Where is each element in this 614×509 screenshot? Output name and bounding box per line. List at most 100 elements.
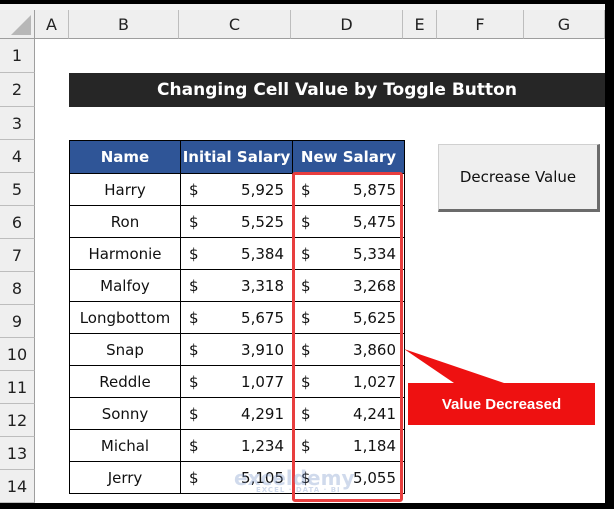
row-header-10[interactable]: 10 (0, 338, 35, 371)
header-name[interactable]: Name (69, 140, 181, 174)
row-header-4[interactable]: 4 (0, 140, 35, 173)
new-salary-value: 5,475 (353, 212, 396, 231)
new-salary-cell[interactable]: $5,055 (292, 461, 405, 494)
row-header-8[interactable]: 8 (0, 272, 35, 305)
new-salary-cell[interactable]: $5,875 (292, 173, 405, 206)
row-header-12[interactable]: 12 (0, 404, 35, 437)
row-header-9[interactable]: 9 (0, 305, 35, 338)
name-cell[interactable]: Malfoy (69, 269, 181, 302)
name-cell[interactable]: Snap (69, 333, 181, 366)
row-header-7[interactable]: 7 (0, 239, 35, 272)
currency-symbol: $ (189, 436, 199, 455)
initial-salary-cell[interactable]: $1,077 (180, 365, 293, 398)
currency-symbol: $ (301, 340, 311, 359)
header-initial-salary[interactable]: Initial Salary (180, 140, 293, 174)
column-header-e[interactable]: E (403, 10, 437, 39)
row-header-14[interactable]: 14 (0, 470, 35, 503)
row-header-6[interactable]: 6 (0, 206, 35, 239)
table-row: Harmonie $5,384 $5,334 (69, 237, 405, 270)
row-header-2[interactable]: 2 (0, 73, 35, 107)
column-header-a[interactable]: A (35, 10, 69, 39)
row-header-5[interactable]: 5 (0, 173, 35, 206)
row-header-11[interactable]: 11 (0, 371, 35, 404)
new-salary-value: 1,184 (353, 436, 396, 455)
new-salary-value: 5,334 (353, 244, 396, 263)
currency-symbol: $ (301, 468, 311, 487)
currency-symbol: $ (301, 372, 311, 391)
new-salary-value: 4,241 (353, 404, 396, 423)
new-salary-cell[interactable]: $5,625 (292, 301, 405, 334)
table-row: Jerry $5,105 $5,055 (69, 461, 405, 494)
new-salary-value: 1,027 (353, 372, 396, 391)
currency-symbol: $ (189, 308, 199, 327)
initial-salary-cell[interactable]: $1,234 (180, 429, 293, 462)
page-title: Changing Cell Value by Toggle Button (69, 73, 605, 107)
currency-symbol: $ (189, 276, 199, 295)
table-header-row: Name Initial Salary New Salary (69, 140, 405, 174)
currency-symbol: $ (301, 276, 311, 295)
currency-symbol: $ (189, 244, 199, 263)
spreadsheet: A B C D E F G 1 2 3 4 5 6 7 8 9 10 11 12… (0, 4, 605, 503)
initial-salary-value: 3,910 (241, 340, 284, 359)
name-cell[interactable]: Harmonie (69, 237, 181, 270)
new-salary-value: 5,875 (353, 180, 396, 199)
initial-salary-value: 3,318 (241, 276, 284, 295)
initial-salary-value: 5,384 (241, 244, 284, 263)
new-salary-cell[interactable]: $1,027 (292, 365, 405, 398)
header-new-salary[interactable]: New Salary (292, 140, 405, 174)
column-header-g[interactable]: G (524, 10, 605, 39)
row-header-1[interactable]: 1 (0, 39, 35, 73)
initial-salary-value: 5,525 (241, 212, 284, 231)
new-salary-cell[interactable]: $3,860 (292, 333, 405, 366)
name-cell[interactable]: Harry (69, 173, 181, 206)
table-row: Michal $1,234 $1,184 (69, 429, 405, 462)
name-cell[interactable]: Reddle (69, 365, 181, 398)
currency-symbol: $ (189, 468, 199, 487)
currency-symbol: $ (301, 308, 311, 327)
initial-salary-cell[interactable]: $3,318 (180, 269, 293, 302)
name-cell[interactable]: Sonny (69, 397, 181, 430)
currency-symbol: $ (189, 404, 199, 423)
initial-salary-cell[interactable]: $3,910 (180, 333, 293, 366)
name-cell[interactable]: Jerry (69, 461, 181, 494)
initial-salary-cell[interactable]: $5,925 (180, 173, 293, 206)
row-header-13[interactable]: 13 (0, 437, 35, 470)
table-row: Reddle $1,077 $1,027 (69, 365, 405, 398)
select-all-triangle-icon (11, 15, 31, 35)
table-row: Longbottom $5,675 $5,625 (69, 301, 405, 334)
table-row: Harry $5,925 $5,875 (69, 173, 405, 206)
column-header-d[interactable]: D (291, 10, 403, 39)
initial-salary-value: 5,675 (241, 308, 284, 327)
row-header-3[interactable]: 3 (0, 107, 35, 140)
name-cell[interactable]: Ron (69, 205, 181, 238)
initial-salary-cell[interactable]: $5,675 (180, 301, 293, 334)
name-cell[interactable]: Michal (69, 429, 181, 462)
initial-salary-cell[interactable]: $5,525 (180, 205, 293, 238)
callout-pointer-icon (404, 349, 504, 383)
currency-symbol: $ (189, 340, 199, 359)
column-header-f[interactable]: F (437, 10, 524, 39)
column-header-c[interactable]: C (179, 10, 291, 39)
select-all-corner[interactable] (0, 10, 35, 39)
initial-salary-cell[interactable]: $5,105 (180, 461, 293, 494)
table-row: Ron $5,525 $5,475 (69, 205, 405, 238)
currency-symbol: $ (301, 212, 311, 231)
new-salary-cell[interactable]: $3,268 (292, 269, 405, 302)
initial-salary-cell[interactable]: $4,291 (180, 397, 293, 430)
new-salary-cell[interactable]: $4,241 (292, 397, 405, 430)
new-salary-value: 3,860 (353, 340, 396, 359)
initial-salary-value: 1,077 (241, 372, 284, 391)
new-salary-value: 5,055 (353, 468, 396, 487)
new-salary-cell[interactable]: $5,475 (292, 205, 405, 238)
initial-salary-value: 1,234 (241, 436, 284, 455)
initial-salary-value: 4,291 (241, 404, 284, 423)
new-salary-value: 3,268 (353, 276, 396, 295)
new-salary-cell[interactable]: $5,334 (292, 237, 405, 270)
initial-salary-value: 5,925 (241, 180, 284, 199)
initial-salary-cell[interactable]: $5,384 (180, 237, 293, 270)
column-header-b[interactable]: B (69, 10, 179, 39)
currency-symbol: $ (189, 212, 199, 231)
name-cell[interactable]: Longbottom (69, 301, 181, 334)
decrease-value-toggle-button[interactable]: Decrease Value (438, 144, 600, 212)
new-salary-cell[interactable]: $1,184 (292, 429, 405, 462)
